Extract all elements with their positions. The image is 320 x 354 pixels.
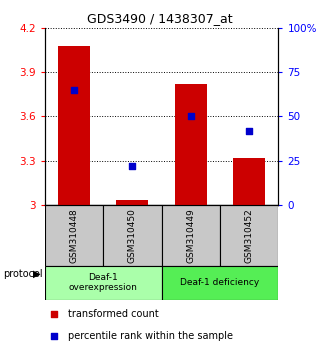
Text: GDS3490 / 1438307_at: GDS3490 / 1438307_at (87, 12, 233, 25)
Bar (45, 266, 162, 299)
Bar (162, 266, 278, 299)
Text: protocol: protocol (3, 269, 43, 279)
Bar (175, 84, 207, 205)
Text: Deaf-1 deficiency: Deaf-1 deficiency (180, 278, 260, 287)
Point (247, 128, 252, 133)
Bar (116, 200, 148, 205)
Point (130, 163, 135, 169)
Bar (103, 205, 162, 266)
Point (71, 87, 76, 93)
Point (188, 114, 193, 119)
Text: percentile rank within the sample: percentile rank within the sample (68, 331, 233, 341)
Bar (233, 158, 265, 205)
Bar (162, 205, 220, 266)
Text: Deaf-1
overexpression: Deaf-1 overexpression (69, 273, 138, 292)
Text: transformed count: transformed count (68, 309, 159, 319)
Text: GSM310450: GSM310450 (128, 208, 137, 263)
Bar (58, 46, 90, 205)
Bar (45, 205, 103, 266)
Point (52, 311, 57, 317)
Text: ▶: ▶ (33, 269, 41, 279)
Point (52, 333, 57, 339)
Text: GSM310448: GSM310448 (69, 208, 78, 263)
Bar (220, 205, 278, 266)
Text: GSM310452: GSM310452 (245, 208, 254, 263)
Text: GSM310449: GSM310449 (186, 208, 195, 263)
